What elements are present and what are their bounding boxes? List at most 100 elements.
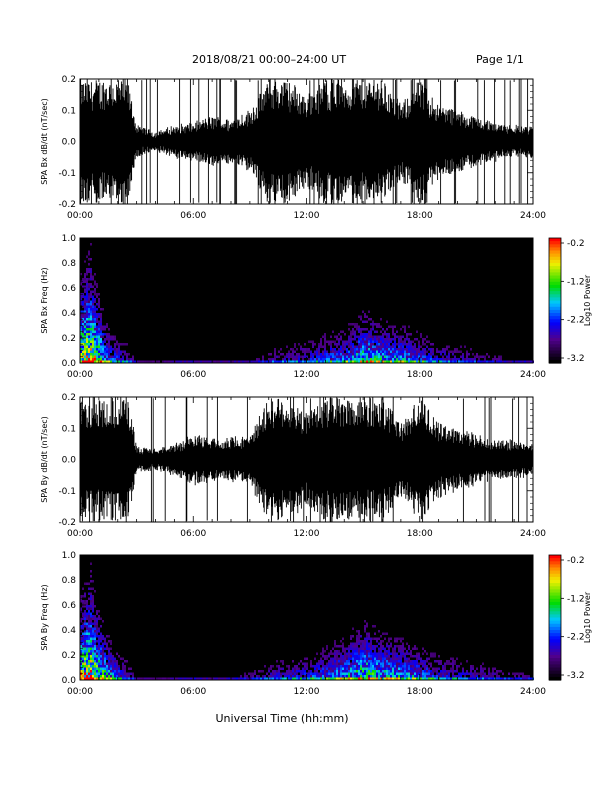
heatmap-cell [166,360,168,363]
heatmap-cell [418,345,420,348]
heatmap-cell [228,360,230,363]
heatmap-cell [424,353,426,356]
heatmap-cell [94,637,96,640]
heatmap-cell [82,360,84,363]
heatmap-cell [358,328,360,331]
heatmap-cell [366,335,368,338]
heatmap-cell [286,353,288,356]
heatmap-cell [108,635,110,638]
heatmap-cell [416,675,418,678]
heatmap-cell [84,610,86,613]
heatmap-cell [424,650,426,653]
heatmap-cell [88,253,90,256]
heatmap-cell [336,360,338,363]
heatmap-cell [126,360,128,363]
heatmap-cell [480,675,482,678]
heatmap-cell [330,662,332,665]
heatmap-cell [240,360,242,363]
colorbar-segment [549,633,561,637]
heatmap-cell [372,323,374,326]
heatmap-cell [104,662,106,665]
heatmap-cell [332,358,334,361]
heatmap-cell [322,350,324,353]
heatmap-cell [430,353,432,356]
heatmap-cell [114,660,116,663]
heatmap-cell [328,358,330,361]
heatmap-cell [344,355,346,358]
heatmap-cell [320,677,322,680]
heatmap-cell [108,350,110,353]
heatmap-cell [388,662,390,665]
heatmap-cell [396,662,398,665]
heatmap-cell [410,672,412,675]
colorbar-frame [548,237,562,364]
heatmap-cell [94,293,96,296]
heatmap-cell [428,348,430,351]
heatmap-cell [440,662,442,665]
heatmap-cell [360,647,362,650]
heatmap-cell [282,672,284,675]
heatmap-cell [528,675,530,678]
heatmap-cell [386,343,388,346]
heatmap-cell [404,350,406,353]
heatmap-cell [522,672,524,675]
heatmap-cell [406,642,408,645]
heatmap-cell [414,672,416,675]
heatmap-cell [436,360,438,363]
heatmap-cell [352,667,354,670]
heatmap-cell [96,338,98,341]
colorbar-segment [549,306,561,311]
heatmap-cell [108,652,110,655]
heatmap-cell [388,652,390,655]
heatmap-cell [390,340,392,343]
heatmap-cell [402,340,404,343]
heatmap-cell [238,360,240,363]
heatmap-cell [380,325,382,328]
x-tick-label: 06:00 [180,370,206,380]
heatmap-cell [90,355,92,358]
heatmap-cell [362,343,364,346]
heatmap-cell [380,647,382,650]
heatmap-cell [374,677,376,680]
heatmap-cell [524,675,526,678]
heatmap-cell [514,675,516,678]
heatmap-cell [418,662,420,665]
heatmap-cell [84,677,86,680]
heatmap-cell [364,652,366,655]
heatmap-cell [366,657,368,660]
heatmap-cell [354,335,356,338]
heatmap-cell [272,675,274,678]
heatmap-cell [174,360,176,363]
heatmap-cell [80,652,82,655]
heatmap-cell [118,350,120,353]
heatmap-cell [404,338,406,341]
heatmap-cell [412,353,414,356]
heatmap-cell [86,345,88,348]
heatmap-cell [364,657,366,660]
heatmap-cell [102,360,104,363]
heatmap-cell [94,288,96,291]
heatmap-cell [90,650,92,653]
heatmap-cell [318,355,320,358]
heatmap-cell [280,660,282,663]
heatmap-cell [86,353,88,356]
heatmap-cell [250,677,252,680]
heatmap-cell [390,665,392,668]
heatmap-cell [88,283,90,286]
heatmap-cell [382,345,384,348]
heatmap-cell [362,355,364,358]
heatmap-cell [428,657,430,660]
heatmap-cell [400,645,402,648]
heatmap-cell [82,665,84,668]
heatmap-cell [96,355,98,358]
heatmap-cell [200,360,202,363]
colorbar-segment [549,651,561,656]
heatmap-cell [86,645,88,648]
heatmap-cell [84,325,86,328]
heatmap-cell [356,655,358,658]
heatmap-cell [300,677,302,680]
heatmap-cell [392,338,394,341]
heatmap-cell [444,662,446,665]
